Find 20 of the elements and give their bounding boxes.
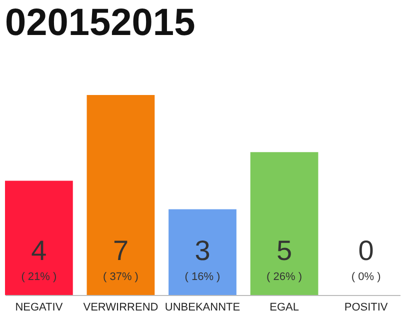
data-label: 4 (31, 235, 47, 266)
bar (5, 180, 73, 295)
annotation: ( 16% ) (184, 271, 220, 283)
x-tick-label: UNBEKANNTE (164, 302, 240, 314)
bar (86, 95, 155, 295)
data-label: 0 (358, 235, 374, 266)
x-tick-label: EGAL (270, 302, 299, 314)
data-label: 3 (194, 235, 210, 266)
annotation: ( 37% ) (102, 271, 138, 283)
x-tick-label: POSITIV (344, 302, 388, 314)
annotation: ( 26% ) (266, 271, 302, 283)
chart-title: 020152015 (5, 2, 196, 44)
data-label: 5 (276, 235, 292, 266)
bar (250, 152, 318, 295)
x-tick-label: VERWIRREND (83, 302, 158, 314)
annotation: ( 21% ) (21, 271, 57, 283)
data-label: 7 (112, 235, 129, 266)
x-tick-label: NEGATIV (15, 302, 64, 314)
bar (168, 209, 236, 295)
annotation: ( 0% ) (351, 271, 381, 283)
